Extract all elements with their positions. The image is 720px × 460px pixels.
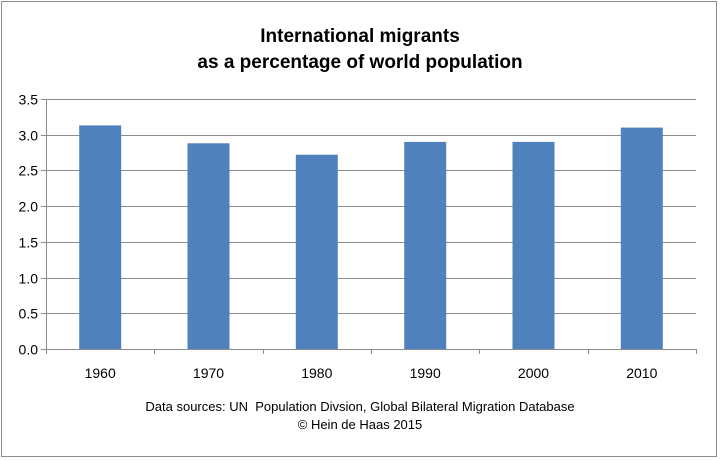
y-tick-label: 3.5 — [19, 92, 39, 108]
x-tick-label: 1980 — [301, 365, 332, 381]
y-tick-label: 2.5 — [19, 163, 39, 179]
bar-1980 — [295, 154, 338, 349]
x-tick-label: 2010 — [626, 365, 657, 381]
y-tick-label: 1.0 — [19, 271, 39, 287]
y-tick-label: 0.0 — [19, 342, 39, 358]
bar-2010 — [620, 127, 663, 349]
y-tick-label: 0.5 — [19, 306, 39, 322]
chart-title: International migrants as a percentage o… — [0, 24, 720, 76]
data-source-text: Data sources: UN Population Divsion, Glo… — [145, 399, 575, 414]
x-tick-label: 2000 — [518, 365, 549, 381]
y-tick-label: 2.0 — [19, 199, 39, 215]
y-tick-label: 3.0 — [19, 128, 39, 144]
copyright-text: © Hein de Haas 2015 — [297, 417, 423, 432]
chart-title-line-2: as a percentage of world population — [197, 52, 523, 73]
bar-1990 — [404, 141, 447, 349]
y-tick-label: 1.5 — [19, 235, 39, 251]
chart-title-line-1: International migrants — [260, 26, 460, 47]
bar-1960 — [79, 125, 122, 350]
bar-2000 — [512, 141, 555, 349]
chart-footer: Data sources: UN Population Divsion, Glo… — [0, 398, 720, 434]
bar-1970 — [187, 143, 230, 349]
x-tick-label: 1970 — [193, 365, 224, 381]
x-tick-label: 1960 — [85, 365, 116, 381]
x-tick-label: 1990 — [410, 365, 441, 381]
